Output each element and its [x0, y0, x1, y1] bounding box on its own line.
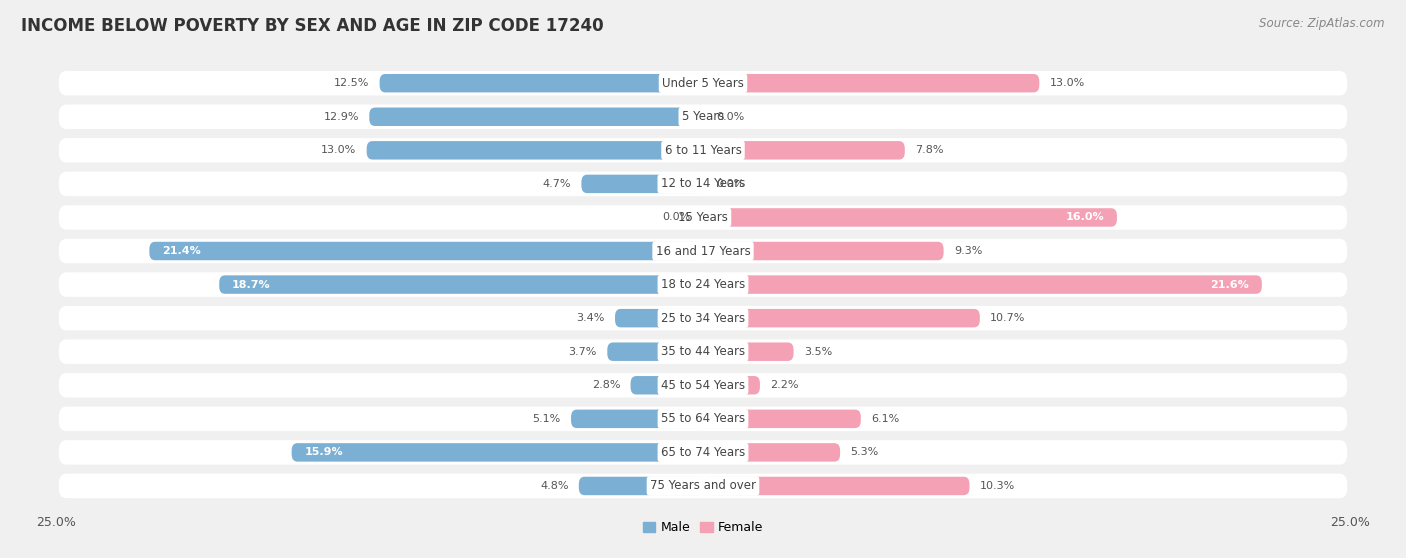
Text: 7.8%: 7.8%	[915, 145, 943, 155]
Legend: Male, Female: Male, Female	[638, 517, 768, 540]
Text: 35 to 44 Years: 35 to 44 Years	[661, 345, 745, 358]
Text: 45 to 54 Years: 45 to 54 Years	[661, 379, 745, 392]
FancyBboxPatch shape	[703, 343, 793, 361]
Text: 21.4%: 21.4%	[162, 246, 201, 256]
Text: 25 to 34 Years: 25 to 34 Years	[661, 312, 745, 325]
FancyBboxPatch shape	[59, 373, 1347, 397]
Text: 65 to 74 Years: 65 to 74 Years	[661, 446, 745, 459]
Text: 3.5%: 3.5%	[804, 347, 832, 357]
FancyBboxPatch shape	[703, 275, 1261, 294]
FancyBboxPatch shape	[59, 339, 1347, 364]
Text: 10.3%: 10.3%	[980, 481, 1015, 491]
Text: 18 to 24 Years: 18 to 24 Years	[661, 278, 745, 291]
Text: Source: ZipAtlas.com: Source: ZipAtlas.com	[1260, 17, 1385, 30]
FancyBboxPatch shape	[149, 242, 703, 260]
FancyBboxPatch shape	[291, 443, 703, 461]
Text: 2.8%: 2.8%	[592, 380, 620, 390]
Text: 12.5%: 12.5%	[333, 78, 370, 88]
FancyBboxPatch shape	[614, 309, 703, 328]
FancyBboxPatch shape	[59, 474, 1347, 498]
FancyBboxPatch shape	[703, 74, 1039, 93]
FancyBboxPatch shape	[571, 410, 703, 428]
Text: 75 Years and over: 75 Years and over	[650, 479, 756, 493]
FancyBboxPatch shape	[59, 239, 1347, 263]
FancyBboxPatch shape	[59, 172, 1347, 196]
FancyBboxPatch shape	[380, 74, 703, 93]
FancyBboxPatch shape	[59, 138, 1347, 162]
Text: 15 Years: 15 Years	[678, 211, 728, 224]
Text: 12 to 14 Years: 12 to 14 Years	[661, 177, 745, 190]
FancyBboxPatch shape	[59, 407, 1347, 431]
FancyBboxPatch shape	[219, 275, 703, 294]
Text: 0.0%: 0.0%	[716, 179, 744, 189]
Text: 0.0%: 0.0%	[716, 112, 744, 122]
FancyBboxPatch shape	[703, 208, 1116, 227]
Text: 15.9%: 15.9%	[305, 448, 343, 458]
FancyBboxPatch shape	[630, 376, 703, 395]
Text: 5.3%: 5.3%	[851, 448, 879, 458]
Text: 13.0%: 13.0%	[1050, 78, 1085, 88]
Text: 21.6%: 21.6%	[1211, 280, 1249, 290]
Text: 18.7%: 18.7%	[232, 280, 271, 290]
Text: 3.4%: 3.4%	[576, 313, 605, 323]
Text: 6 to 11 Years: 6 to 11 Years	[665, 144, 741, 157]
Text: 55 to 64 Years: 55 to 64 Years	[661, 412, 745, 425]
FancyBboxPatch shape	[59, 71, 1347, 95]
FancyBboxPatch shape	[607, 343, 703, 361]
FancyBboxPatch shape	[59, 440, 1347, 465]
FancyBboxPatch shape	[582, 175, 703, 193]
Text: 12.9%: 12.9%	[323, 112, 359, 122]
Text: 6.1%: 6.1%	[872, 414, 900, 424]
Text: 9.3%: 9.3%	[953, 246, 983, 256]
Text: 0.0%: 0.0%	[662, 213, 690, 223]
FancyBboxPatch shape	[579, 477, 703, 495]
Text: 4.7%: 4.7%	[543, 179, 571, 189]
FancyBboxPatch shape	[703, 443, 841, 461]
Text: Under 5 Years: Under 5 Years	[662, 76, 744, 90]
FancyBboxPatch shape	[370, 108, 703, 126]
FancyBboxPatch shape	[367, 141, 703, 160]
Text: 2.2%: 2.2%	[770, 380, 799, 390]
FancyBboxPatch shape	[59, 104, 1347, 129]
Text: 4.8%: 4.8%	[540, 481, 568, 491]
Text: 16.0%: 16.0%	[1066, 213, 1104, 223]
Text: 3.7%: 3.7%	[568, 347, 598, 357]
FancyBboxPatch shape	[703, 141, 905, 160]
FancyBboxPatch shape	[59, 205, 1347, 230]
Text: 5 Years: 5 Years	[682, 110, 724, 123]
FancyBboxPatch shape	[59, 306, 1347, 330]
Text: 16 and 17 Years: 16 and 17 Years	[655, 244, 751, 257]
FancyBboxPatch shape	[703, 477, 970, 495]
FancyBboxPatch shape	[703, 410, 860, 428]
Text: INCOME BELOW POVERTY BY SEX AND AGE IN ZIP CODE 17240: INCOME BELOW POVERTY BY SEX AND AGE IN Z…	[21, 17, 603, 35]
Text: 5.1%: 5.1%	[533, 414, 561, 424]
Text: 10.7%: 10.7%	[990, 313, 1025, 323]
FancyBboxPatch shape	[703, 309, 980, 328]
FancyBboxPatch shape	[703, 376, 759, 395]
FancyBboxPatch shape	[59, 272, 1347, 297]
Text: 13.0%: 13.0%	[321, 145, 356, 155]
FancyBboxPatch shape	[703, 242, 943, 260]
